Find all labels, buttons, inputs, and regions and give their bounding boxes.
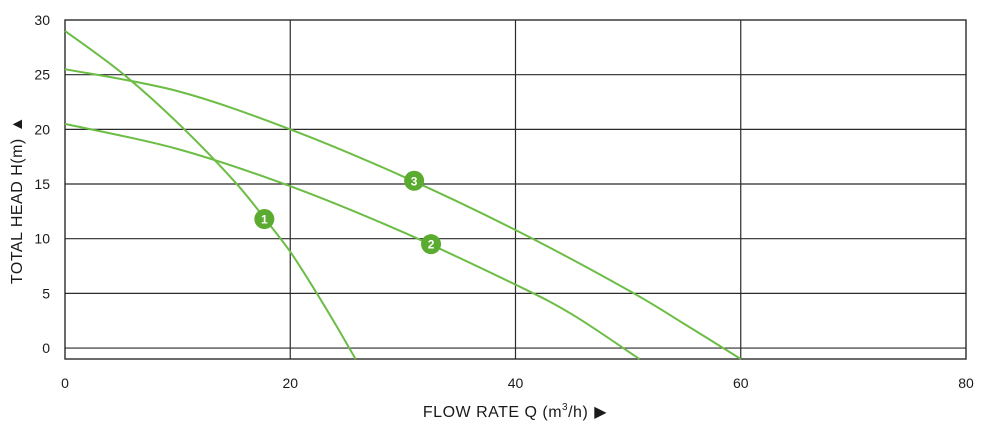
- curves: [64, 30, 742, 360]
- curve-2: [64, 122, 640, 360]
- curve-badge-3: 3: [404, 170, 425, 191]
- x-axis-title: FLOW RATE Q (m3/h) ▶: [423, 402, 607, 421]
- x-tick-label: 60: [733, 375, 749, 391]
- curve-3: [64, 68, 742, 360]
- y-tick-label: 25: [34, 67, 50, 83]
- curve-badge-1: 1: [254, 209, 275, 230]
- x-axis-arrow-icon: ▶: [594, 404, 607, 421]
- x-tick-label: 20: [282, 375, 298, 391]
- grid: [64, 19, 967, 360]
- y-tick-label: 30: [34, 12, 50, 28]
- tick-labels: 0 20 40 60 80 0 5 10 15 20 25 30: [34, 12, 974, 391]
- y-axis-arrow-icon: ▲: [9, 116, 26, 132]
- x-tick-label: 0: [61, 375, 69, 391]
- curve-badge-2: 2: [421, 234, 442, 255]
- curve-badges: 1 2 3: [254, 170, 442, 255]
- curve-badge-circle: [404, 170, 425, 191]
- y-axis-title: TOTAL HEAD H(m)▲: [9, 116, 26, 284]
- x-tick-label: 80: [958, 375, 974, 391]
- curve-badge-label: 1: [261, 213, 268, 227]
- curve-badge-label: 2: [428, 238, 435, 252]
- y-tick-label: 20: [34, 121, 50, 137]
- y-tick-label: 15: [34, 176, 50, 192]
- x-tick-label: 40: [508, 375, 524, 391]
- y-tick-label: 0: [42, 340, 50, 356]
- curve-badge-circle: [254, 209, 275, 230]
- y-tick-label: 10: [34, 231, 50, 247]
- curve-badge-label: 3: [411, 174, 418, 188]
- curve-badge-circle: [421, 234, 442, 255]
- plot-frame: [64, 19, 967, 360]
- y-tick-label: 5: [42, 285, 50, 301]
